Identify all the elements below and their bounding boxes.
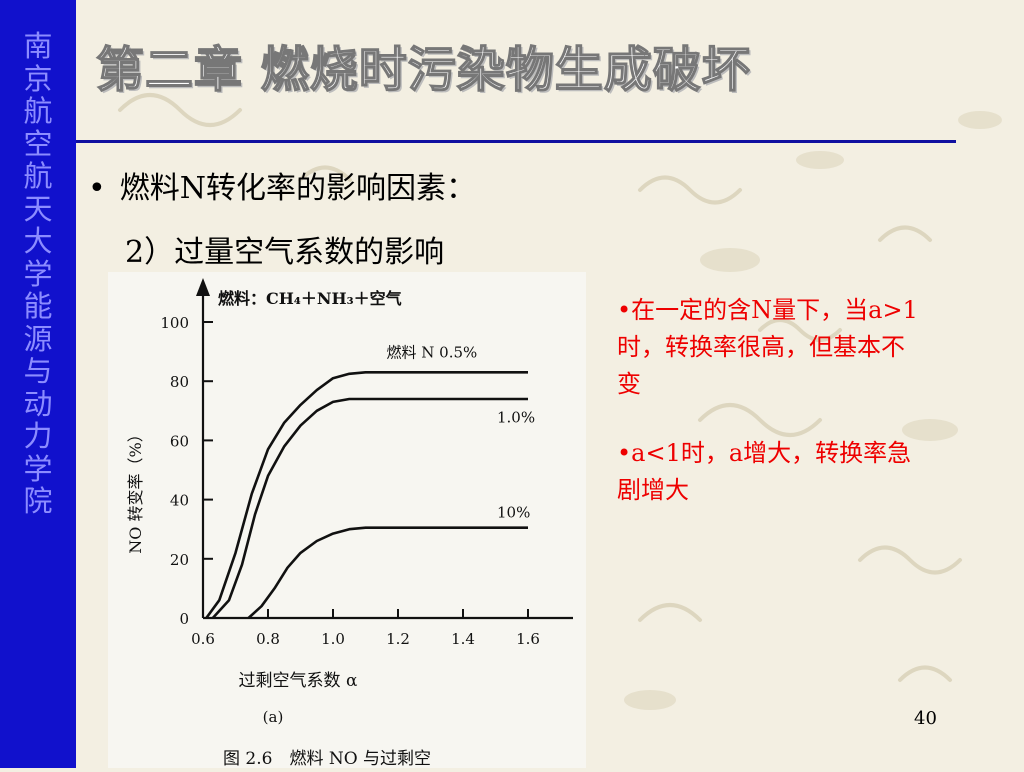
title-divider — [76, 140, 956, 143]
y-tick-label: 20 — [170, 551, 189, 569]
bullet-symbol: • — [88, 171, 106, 206]
page-number: 40 — [914, 708, 937, 729]
sidebar-char: 空 — [23, 126, 53, 161]
panel-label: (a) — [263, 708, 284, 726]
sidebar-char: 南 — [23, 29, 53, 63]
y-tick-label: 40 — [170, 492, 189, 510]
x-tick-label: 1.6 — [516, 630, 540, 648]
slide-title: 第二章 燃烧时污染物生成破坏 — [95, 41, 751, 98]
y-tick-label: 80 — [170, 373, 189, 391]
x-tick-label: 0.8 — [256, 630, 280, 648]
no-conversion-chart: 0 20 40 60 80 100 0.6 0.8 1.0 1.2 1.4 1.6 燃料 N 0.5% 1… — [126, 278, 573, 769]
bullet-text: 燃料N转化率的影响因素： — [119, 171, 476, 206]
sidebar-char: 航 — [23, 94, 53, 128]
notes-list: •在一定的含N量下，当a>1时，转换率很高，但基本不变 •a<1时，a增大，转换… — [617, 292, 927, 541]
note-item: •a<1时，a增大，转换率急剧增大 — [617, 439, 912, 504]
sidebar-char: 航 — [23, 159, 53, 193]
x-tick-label: 1.4 — [451, 630, 475, 648]
note-item: •在一定的含N量下，当a>1时，转换率很高，但基本不变 — [617, 296, 918, 398]
series-line — [247, 526, 528, 619]
y-tick-label: 60 — [170, 432, 189, 450]
sidebar-char: 源 — [23, 321, 53, 356]
sidebar-char: 与 — [23, 354, 53, 388]
x-tick-label: 0.6 — [191, 630, 215, 648]
sidebar-char: 天 — [23, 191, 53, 226]
y-axis-arrow — [196, 278, 210, 296]
series-label: 10% — [497, 503, 530, 521]
x-tick-label: 1.2 — [386, 630, 410, 648]
y-tick-label: 0 — [179, 610, 189, 628]
sidebar-char: 大 — [23, 224, 53, 258]
sidebar-char: 京 — [23, 61, 53, 96]
series-line — [205, 371, 528, 619]
fuel-label: 燃料：CH₄＋NH₃＋空气 — [218, 289, 402, 308]
series-line — [211, 397, 528, 619]
series-label: 燃料 N 0.5% — [387, 344, 478, 362]
subheading: 2）过量空气系数的影响 — [125, 235, 445, 270]
sidebar-banner: 南京航空航天大学能源与动力学院 — [0, 0, 76, 768]
sidebar-char: 力 — [23, 419, 53, 453]
sidebar-char: 能 — [23, 289, 53, 323]
series-label: 1.0% — [497, 409, 535, 427]
institution-name: 南京航空航天大学能源与动力学院 — [0, 30, 76, 518]
bullet-item: • 燃料N转化率的影响因素： — [88, 163, 476, 207]
y-tick-label: 100 — [160, 314, 189, 332]
sidebar-char: 院 — [23, 484, 53, 518]
x-axis-label: 过剩空气系数 α — [239, 671, 358, 691]
figure-caption: 图 2.6 燃料 NO 与过剩空 — [223, 749, 431, 768]
sidebar-char: 学 — [23, 256, 53, 291]
y-axis-label: NO 转变率（%） — [126, 426, 145, 553]
sidebar-char: 学 — [23, 451, 53, 486]
x-tick-label: 1.0 — [321, 630, 345, 648]
sidebar-char: 动 — [23, 386, 53, 421]
chart-figure: 0 20 40 60 80 100 0.6 0.8 1.0 1.2 1.4 1.6 燃料 N 0.5% 1… — [108, 272, 586, 769]
